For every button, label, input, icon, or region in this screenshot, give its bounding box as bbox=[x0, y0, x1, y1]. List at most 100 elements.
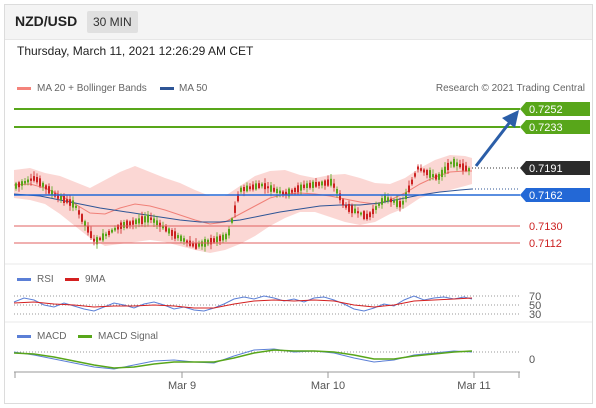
candle-body bbox=[369, 212, 371, 218]
candle-body bbox=[267, 186, 269, 189]
candle-body bbox=[177, 235, 179, 239]
price-label-0.7112: 0.7112 bbox=[529, 238, 562, 250]
candle-body bbox=[417, 166, 419, 170]
candle-body bbox=[231, 218, 233, 223]
candle-body bbox=[309, 182, 311, 188]
macd-signal-line bbox=[13, 349, 473, 369]
candle-body bbox=[258, 183, 260, 189]
macd-panel: MACD MACD Signal 0 bbox=[13, 331, 535, 370]
candle-body bbox=[462, 163, 464, 171]
candle-body bbox=[39, 178, 41, 187]
candle-body bbox=[186, 240, 188, 243]
candle-body bbox=[219, 235, 221, 242]
candle-body bbox=[294, 188, 296, 192]
candle-body bbox=[111, 229, 113, 233]
candle-body bbox=[261, 183, 263, 187]
candle-body bbox=[423, 169, 425, 173]
candle-body bbox=[330, 178, 332, 186]
candle-body bbox=[201, 241, 203, 247]
candle-body bbox=[381, 198, 383, 205]
candle-body bbox=[387, 197, 389, 202]
candle-body bbox=[195, 242, 197, 249]
candle-body bbox=[234, 205, 236, 213]
candle-body bbox=[78, 210, 80, 215]
candle-body bbox=[207, 239, 209, 245]
candle-body bbox=[453, 158, 455, 167]
price-label-0.7191: 0.7191 bbox=[520, 161, 590, 175]
chart-credit: Research © 2021 Trading Central bbox=[436, 83, 585, 94]
candle-body bbox=[105, 233, 107, 237]
candle-body bbox=[45, 185, 47, 190]
rsi-panel: RSI 9MA 70 50 30 bbox=[13, 274, 541, 321]
candle-body bbox=[255, 183, 257, 190]
price-label-0.7130: 0.7130 bbox=[529, 221, 563, 233]
candle-body bbox=[300, 184, 302, 191]
candle-body bbox=[249, 186, 251, 190]
candle-body bbox=[390, 198, 392, 203]
legend-swatch-macd bbox=[17, 335, 31, 338]
candle-body bbox=[21, 181, 23, 186]
svg-text:0.7252: 0.7252 bbox=[529, 104, 563, 116]
candle-body bbox=[372, 208, 374, 215]
candle-body bbox=[57, 194, 59, 199]
ma20-line bbox=[14, 170, 472, 225]
candle-body bbox=[237, 194, 239, 202]
chart-header-bar: NZD/USD 30 MIN bbox=[5, 5, 592, 40]
price-label-0.7162: 0.7162 bbox=[520, 188, 590, 202]
candle-body bbox=[84, 221, 86, 226]
candle-body bbox=[297, 185, 299, 193]
candle-body bbox=[363, 211, 365, 220]
candle-body bbox=[360, 212, 362, 215]
candle-body bbox=[114, 227, 116, 231]
price-label-0.7233: 0.7233 bbox=[520, 120, 590, 134]
candle-body bbox=[432, 174, 434, 177]
timeframe-button[interactable]: 30 MIN bbox=[87, 11, 138, 33]
candle-body bbox=[429, 170, 431, 178]
legend-swatch-rsi bbox=[17, 278, 31, 281]
candle-body bbox=[366, 213, 368, 220]
candle-body bbox=[312, 181, 314, 188]
candle-body bbox=[81, 214, 83, 222]
candle-body bbox=[375, 206, 377, 210]
candle-body bbox=[213, 238, 215, 243]
rsi-level-50: 50 bbox=[529, 300, 541, 312]
candle-body bbox=[408, 185, 410, 193]
candle-body bbox=[393, 200, 395, 203]
candle-body bbox=[444, 166, 446, 174]
candle-body bbox=[93, 238, 95, 242]
candle-body bbox=[15, 183, 17, 189]
candle-body bbox=[69, 199, 71, 206]
candle-body bbox=[87, 225, 89, 233]
chart-datetime: Thursday, March 11, 2021 12:26:29 AM CET bbox=[17, 44, 254, 58]
candle-body bbox=[126, 220, 128, 228]
candle-body bbox=[180, 235, 182, 241]
candle-body bbox=[357, 211, 359, 214]
candle-body bbox=[138, 218, 140, 224]
candle-body bbox=[24, 181, 26, 184]
legend-label-rsi: RSI bbox=[37, 274, 54, 285]
x-tick-label-mar10: Mar 10 bbox=[311, 380, 345, 392]
candle-body bbox=[129, 221, 131, 226]
candle-body bbox=[306, 183, 308, 188]
candle-body bbox=[252, 184, 254, 190]
candle-body bbox=[285, 191, 287, 196]
candle-body bbox=[348, 204, 350, 212]
rsi-level-30: 30 bbox=[529, 309, 541, 321]
candle-body bbox=[342, 199, 344, 206]
candle-body bbox=[345, 205, 347, 208]
candle-body bbox=[165, 226, 167, 232]
symbol-label: NZD/USD bbox=[15, 13, 78, 29]
candle-body bbox=[63, 196, 65, 203]
legend-label-ma50: MA 50 bbox=[179, 83, 208, 94]
candle-body bbox=[291, 189, 293, 193]
candle-body bbox=[171, 230, 173, 236]
rsi-level-70: 70 bbox=[529, 291, 541, 303]
candle-body bbox=[468, 168, 470, 172]
candle-body bbox=[147, 214, 149, 223]
main-legend: MA 20 + Bollinger Bands MA 50 Research ©… bbox=[17, 83, 585, 94]
candle-body bbox=[315, 182, 317, 187]
candle-body bbox=[450, 162, 452, 165]
svg-text:0.7233: 0.7233 bbox=[529, 122, 563, 134]
candle-body bbox=[276, 188, 278, 193]
